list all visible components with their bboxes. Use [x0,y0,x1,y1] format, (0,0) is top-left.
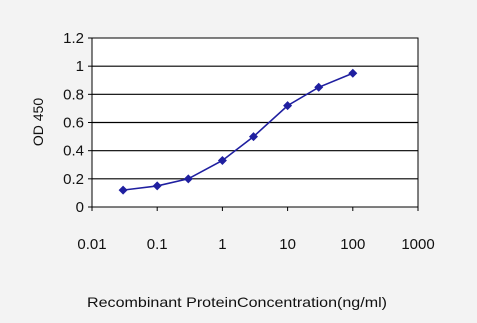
x-axis-label: Recombinant ProteinConcentration(ng/ml) [87,294,387,310]
x-tick-label: 100 [340,236,365,253]
x-tick-label: 0.01 [77,236,106,253]
data-point [152,181,162,191]
x-tick-label: 1 [218,236,226,253]
x-tick-label: 0.1 [147,236,168,253]
series-line [123,72,354,191]
data-point [249,132,259,142]
data-point [217,156,227,166]
x-tick-label: 10 [279,236,296,253]
data-point [348,68,358,78]
y-tick-label: 1 [76,58,84,75]
data-point [118,185,128,195]
y-tick-label: 1.2 [63,30,84,47]
data-point [314,82,324,92]
y-axis-label: OD 450 [30,98,46,146]
y-tick-label: 0.8 [63,86,84,103]
y-tick-label: 0 [76,199,84,216]
data-point [283,101,293,111]
y-tick-label: 0.2 [63,171,84,188]
x-tick-label: 1000 [401,236,434,253]
data-point [183,174,193,184]
y-tick-label: 0.4 [63,143,84,160]
y-tick-label: 0.6 [63,115,84,132]
